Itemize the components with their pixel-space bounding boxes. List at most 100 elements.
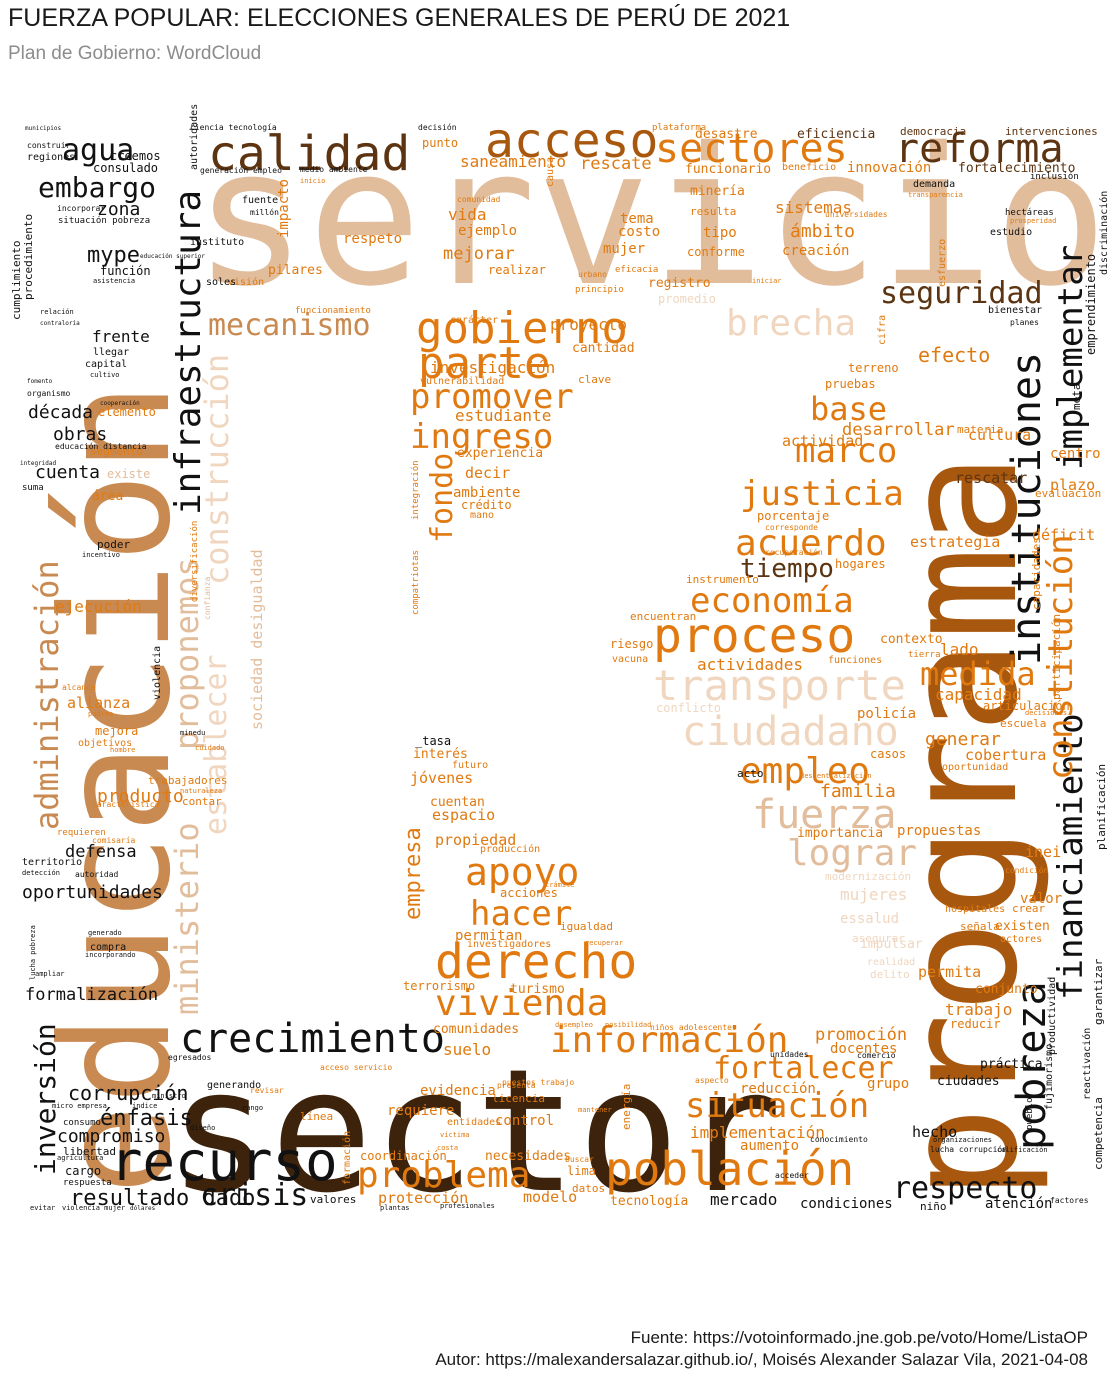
word-libertad: libertad [63, 1145, 116, 1158]
word-tiempo: tiempo [740, 554, 834, 584]
word-situacion: situación [685, 1086, 869, 1126]
word-obras: obras [53, 424, 107, 445]
word-centro: centro [1050, 446, 1101, 462]
word-buscar: buscar [565, 1155, 594, 1164]
word-promedio: promedio [658, 292, 716, 306]
word-fondo: fondo [425, 453, 460, 543]
word-respuesta: respuesta [63, 1178, 112, 1188]
word-luchapobreza: lucha pobreza [29, 925, 37, 980]
word-microempresa: micro empresa [52, 1102, 107, 1110]
word-funcionario: funcionario [685, 162, 771, 177]
word-desastre: desastre [695, 127, 758, 142]
word-aumento: aumento [740, 1138, 799, 1154]
word-reactivacion: reactivación [1081, 1028, 1093, 1100]
word-docentes: docentes [830, 1041, 897, 1057]
word-modelo: modelo [523, 1188, 577, 1206]
word-formacion: formación [341, 1131, 353, 1185]
word-resultado: resultado dado [70, 1186, 255, 1211]
word-participacion: participación [1050, 614, 1063, 700]
word-escuela: escuela [1000, 717, 1046, 730]
word-accesoservicio: acceso servicio [320, 1063, 392, 1072]
word-evitar: evitar [30, 1204, 55, 1212]
word-permitan: permitan [455, 928, 522, 944]
word-generar: generar [925, 729, 1001, 750]
word-decision: decisión [418, 122, 457, 132]
word-decir: decir [465, 464, 510, 482]
word-instituto: instituto [190, 237, 244, 248]
word-discriminacion: discriminación [1098, 191, 1110, 275]
word-implementacion: implementación [690, 1123, 825, 1142]
word-soles: soles [206, 277, 236, 288]
word-inclusion: inclusión [1030, 171, 1079, 182]
word-ministro: ministro [152, 1092, 186, 1100]
word-programa: programa [871, 453, 1052, 1200]
word-ejecucion: ejecución [55, 597, 142, 616]
word-gobierno: gobierno [416, 303, 628, 354]
word-conocimiento: conocimiento [810, 1135, 868, 1144]
word-condicion: condición [1005, 865, 1049, 875]
word-posibilidad: posibilidad [605, 1021, 651, 1029]
word-cooperacion: cooperación [100, 400, 140, 407]
word-mano: mano [470, 510, 494, 521]
word-contar: contar [182, 795, 222, 808]
word-padres: padres [88, 710, 113, 718]
word-incorporando: incorporando [85, 951, 136, 959]
word-generado: generado [88, 929, 122, 937]
word-construir: construir [27, 141, 71, 150]
word-tecnologia: tecnología [610, 1194, 688, 1209]
word-generando: generando [207, 1080, 261, 1091]
word-diversificacion: diversificación [189, 521, 200, 602]
word-financiamiento: financiamiento [1051, 713, 1091, 1000]
word-meta: meta [1070, 384, 1083, 411]
word-principio: principio [575, 285, 624, 295]
word-igualdad: igualdad [560, 920, 613, 933]
word-indice: índice [132, 1102, 157, 1110]
word-requiere: requiere [387, 1103, 454, 1119]
word-democracia: democracia [900, 125, 966, 138]
word-propiedad: propiedad [435, 831, 516, 849]
word-respecto: respecto [893, 1171, 1038, 1206]
word-demanda: demanda [913, 179, 955, 190]
word-ampliar: ampliar [35, 970, 65, 978]
word-egresados: egresados [168, 1053, 212, 1062]
word-medida: medida [920, 655, 1036, 693]
word-conforme: conforme [687, 245, 745, 259]
word-fortalecer: fortalecer [713, 1051, 894, 1086]
word-vivienda: vivienda [435, 983, 608, 1024]
word-acciones: acciones [500, 886, 558, 900]
word-proceso: proceso [653, 608, 855, 664]
word-parte: parte [418, 338, 550, 389]
word-diseno: diseño [190, 1124, 215, 1132]
word-resulta: resulta [690, 205, 736, 218]
word-riesgo: riesgo [610, 637, 653, 651]
word-acto: acto [737, 767, 764, 780]
word-materia: materia [957, 423, 1003, 436]
word-crear: crear [1012, 902, 1045, 915]
word-derecho: derecho [435, 934, 637, 990]
word-suelo: suelo [443, 1040, 491, 1059]
word-mujer: mujer [603, 241, 645, 257]
word-acceso: acceso [485, 113, 658, 169]
word-capacidades: capacidades [1030, 537, 1043, 610]
word-produccion: producción [480, 843, 540, 855]
word-procedimiento: procedimiento [22, 214, 35, 300]
word-cuenta: cuenta [35, 462, 100, 483]
word-entidades: entidades [447, 1117, 501, 1128]
word-aspecto: aspecto [695, 1076, 729, 1085]
word-relacion: relación [40, 308, 74, 316]
caption-source: Fuente: https://votoinformado.jne.gob.pe… [630, 1328, 1088, 1347]
word-efecto: efecto [918, 343, 990, 367]
word-generacion: generación empleo [200, 165, 282, 175]
caption-author: Autor: https://malexandersalazar.github.… [435, 1350, 1088, 1369]
word-modernizacion: modernización [825, 870, 911, 883]
word-apoyo: apoyo [465, 850, 579, 894]
word-propuestas: propuestas [897, 823, 981, 839]
word-impacto: impacto [276, 179, 292, 238]
word-familia: familia [820, 781, 896, 802]
word-coordinacion: coordinación [360, 1149, 447, 1163]
word-acuerdo: acuerdo [735, 523, 887, 564]
word-segmento: segmento [90, 445, 143, 458]
word-brecha: brecha [726, 303, 856, 344]
word-comisaria: comisaría [92, 836, 136, 845]
